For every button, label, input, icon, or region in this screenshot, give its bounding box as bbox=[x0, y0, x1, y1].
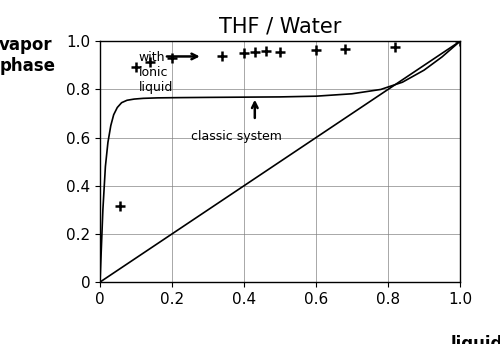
Title: THF / Water: THF / Water bbox=[219, 17, 341, 37]
Text: with
ionic
liquid: with ionic liquid bbox=[139, 51, 173, 94]
Text: liquid
phase: liquid phase bbox=[447, 335, 500, 344]
Text: vapor
phase: vapor phase bbox=[0, 36, 55, 75]
Text: classic system: classic system bbox=[192, 130, 282, 143]
